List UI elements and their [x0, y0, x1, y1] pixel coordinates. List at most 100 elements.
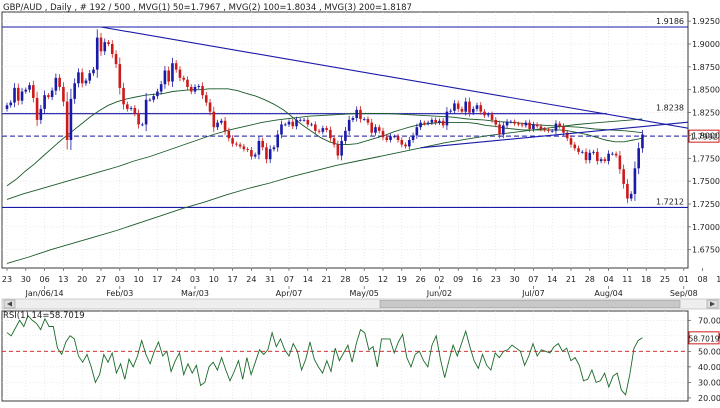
candle-body [607, 153, 610, 162]
x-tick-label: 14 [547, 275, 557, 284]
x-tick-label: 03 [115, 275, 125, 284]
candle-body [430, 119, 434, 123]
main-y-axis: 1.9250 1.9000 1.8750 1.8500 1.8250 1.8000 1.77… [688, 17, 720, 255]
candle-body [208, 102, 212, 112]
candle-body [569, 138, 573, 145]
candle-body [355, 109, 358, 119]
trend-line [100, 26, 688, 129]
candle-body [505, 121, 509, 126]
x-tick-label: 28 [585, 275, 595, 284]
scrollbar-track[interactable] [1, 298, 720, 310]
x-tick-label: 24 [246, 275, 256, 284]
candle-body [599, 159, 603, 162]
candle-body [295, 119, 298, 127]
candle-body [129, 108, 133, 109]
candle-body [39, 108, 43, 120]
x-tick-label: 21 [566, 275, 576, 284]
candle-body [611, 153, 614, 155]
x-tick-label: 31 [265, 275, 275, 284]
candle-body [186, 79, 189, 87]
candle-body [580, 151, 584, 153]
y-tick-label: 1.9000 [692, 40, 720, 49]
candle-body [54, 77, 58, 91]
x-tick-label: 14 [303, 275, 313, 284]
candle-body [550, 130, 554, 132]
candle-body [238, 144, 242, 147]
candle-body [5, 105, 9, 109]
month-label: May/05 [349, 289, 378, 298]
x-tick-label: 16 [472, 275, 482, 284]
candle-body [633, 168, 637, 194]
level-label: 1.9186 [656, 17, 684, 26]
y-tick-label: 1.7250 [692, 200, 720, 209]
candle-body [257, 140, 261, 155]
candle-body [92, 69, 95, 74]
moving-average-line [6, 118, 643, 264]
candle-body [265, 147, 268, 160]
candle-body [400, 140, 404, 145]
candle-body [47, 95, 50, 98]
month-label: Mar/03 [181, 289, 209, 298]
candle-body [377, 127, 381, 131]
rsi-y-tick-label: 30.0000 [698, 378, 720, 387]
candle-body [227, 130, 231, 139]
candle-body [133, 108, 137, 114]
candle-body [321, 128, 325, 132]
candle-body [268, 149, 272, 160]
candle-body [498, 124, 501, 135]
candle-body [110, 44, 114, 55]
candle-body [152, 96, 155, 100]
candle-body [317, 130, 321, 132]
candle-body [344, 130, 347, 141]
x-tick-label: 21 [322, 275, 332, 284]
candle-body [246, 149, 249, 151]
x-tick-label: 11 [622, 275, 632, 284]
main-gridlines [2, 12, 688, 268]
candle-body [415, 127, 419, 136]
y-tick-label: 1.7750 [692, 154, 720, 163]
candle-body [28, 85, 31, 90]
candle-body [626, 183, 629, 199]
candle-body [347, 119, 351, 131]
candle-body [524, 122, 528, 126]
candle-body [231, 138, 234, 144]
month-label: Jun/02 [426, 289, 452, 298]
candle-body [77, 72, 80, 84]
candle-body [468, 101, 471, 113]
candle-body [272, 147, 276, 150]
x-tick-label: 08 [698, 275, 708, 284]
candle-body [374, 127, 377, 133]
candle-body [163, 70, 167, 85]
candle-body [547, 129, 550, 131]
candle-body [370, 122, 374, 133]
candle-body [490, 114, 494, 120]
candle-body [137, 113, 140, 125]
x-tick-label: 20 [77, 275, 87, 284]
candle-body [280, 124, 283, 135]
candle-body [336, 144, 340, 156]
candle-body [88, 73, 92, 81]
candle-body [43, 95, 46, 109]
candle-body [332, 138, 336, 145]
scroll-thumb[interactable] [379, 300, 681, 308]
x-tick-label: 07 [528, 275, 538, 284]
candle-body [366, 118, 370, 123]
candle-body [148, 99, 152, 101]
candle-body [310, 124, 313, 126]
candle-body [629, 193, 633, 199]
candle-body [212, 111, 216, 128]
scrollbar[interactable] [1, 298, 720, 310]
x-tick-label: 24 [171, 275, 181, 284]
candle-body [24, 89, 28, 92]
level-labels: 1.9186 1.8238 1.7212 1.7992 [656, 17, 720, 206]
candle-body [464, 101, 468, 112]
horizontal-levels [2, 26, 688, 209]
candle-body [359, 109, 362, 119]
x-tick-label: 04 [604, 275, 614, 284]
candle-body [389, 136, 392, 140]
candle-body [404, 144, 407, 147]
candle-body [385, 137, 389, 140]
candle-body [193, 86, 197, 92]
candle-body [520, 124, 524, 126]
rsi-y-tick-label: 50.0000 [698, 347, 720, 356]
